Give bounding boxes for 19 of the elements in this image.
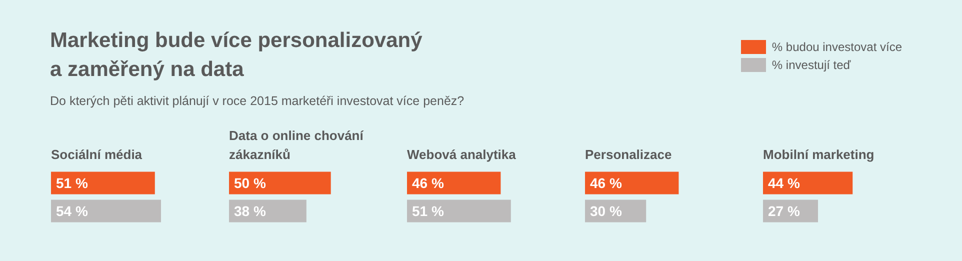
text: Marketing bude více personalizovaný a zaměřený na data	[50, 28, 424, 83]
data-label: 51 %	[412, 202, 444, 219]
data-label: 27 %	[768, 202, 800, 219]
data-label: 46 %	[590, 174, 622, 191]
data-label: 51 %	[56, 174, 88, 191]
data-label: 50 %	[234, 174, 266, 191]
chart-title: Sociální média	[51, 146, 142, 164]
data-label: 54 %	[56, 202, 88, 219]
data-label: 46 %	[412, 174, 444, 191]
chart-title: Webová analytika	[407, 146, 516, 164]
legend-label: % budou investovat více	[772, 40, 902, 54]
data-label: 30 %	[590, 202, 622, 219]
chart-title: Data o online chování zákazníků	[229, 127, 365, 164]
chart-title: Mobilní marketing	[763, 146, 874, 164]
legend-label: % investují teď	[772, 58, 851, 72]
chart-title: Personalizace	[585, 146, 672, 164]
data-label: 38 %	[234, 202, 266, 219]
text: Do kterých pěti aktivit plánují v roce 2015 marketéři investovat více peněz?	[50, 94, 466, 108]
data-label: 44 %	[768, 174, 800, 191]
